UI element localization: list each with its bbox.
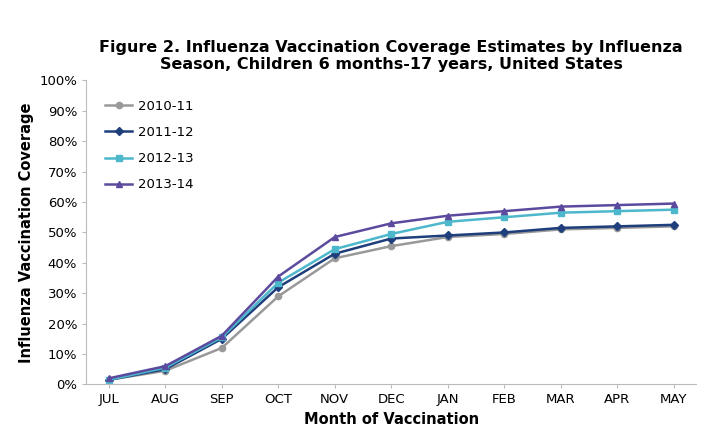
2012-13 (500, 215, 508, 220)
2011-12 (613, 224, 622, 229)
2011-12 (218, 336, 226, 342)
Line: 2012-13: 2012-13 (106, 207, 677, 383)
2013-14 (556, 204, 565, 209)
2010-11 (613, 225, 622, 231)
2011-12 (104, 377, 113, 383)
2012-13 (218, 335, 226, 340)
2011-12 (330, 251, 339, 257)
2013-14 (500, 208, 508, 214)
2012-13 (330, 246, 339, 252)
2012-13 (161, 365, 169, 371)
2010-11 (444, 234, 452, 240)
2013-14 (613, 202, 622, 208)
2012-13 (104, 377, 113, 383)
2010-11 (104, 377, 113, 383)
2010-11 (387, 244, 396, 249)
2010-11 (556, 227, 565, 232)
2013-14 (218, 333, 226, 338)
2011-12 (274, 284, 283, 290)
2011-12 (387, 236, 396, 241)
2011-12 (500, 230, 508, 235)
2011-12 (670, 222, 679, 228)
2010-11 (330, 256, 339, 261)
2012-13 (670, 207, 679, 212)
2012-13 (387, 231, 396, 236)
2013-14 (444, 213, 452, 219)
2010-11 (161, 368, 169, 373)
2013-14 (670, 201, 679, 206)
2013-14 (274, 274, 283, 279)
Y-axis label: Influenza Vaccination Coverage: Influenza Vaccination Coverage (19, 102, 34, 363)
2012-13 (444, 219, 452, 224)
2011-12 (556, 225, 565, 231)
2013-14 (161, 363, 169, 369)
Title: Figure 2. Influenza Vaccination Coverage Estimates by Influenza
Season, Children: Figure 2. Influenza Vaccination Coverage… (100, 40, 683, 72)
2010-11 (218, 345, 226, 350)
2013-14 (104, 375, 113, 381)
2010-11 (274, 294, 283, 299)
2013-14 (330, 234, 339, 240)
2012-13 (556, 210, 565, 215)
2011-12 (161, 367, 169, 372)
2011-12 (444, 233, 452, 238)
Line: 2010-11: 2010-11 (106, 223, 677, 383)
2013-14 (387, 221, 396, 226)
2010-11 (500, 231, 508, 236)
Line: 2011-12: 2011-12 (106, 222, 677, 383)
X-axis label: Month of Vaccination: Month of Vaccination (304, 412, 479, 427)
Legend: 2010-11, 2011-12, 2012-13, 2013-14: 2010-11, 2011-12, 2012-13, 2013-14 (99, 93, 200, 198)
2012-13 (613, 208, 622, 214)
2010-11 (670, 224, 679, 229)
2012-13 (274, 280, 283, 285)
Line: 2013-14: 2013-14 (106, 200, 677, 381)
